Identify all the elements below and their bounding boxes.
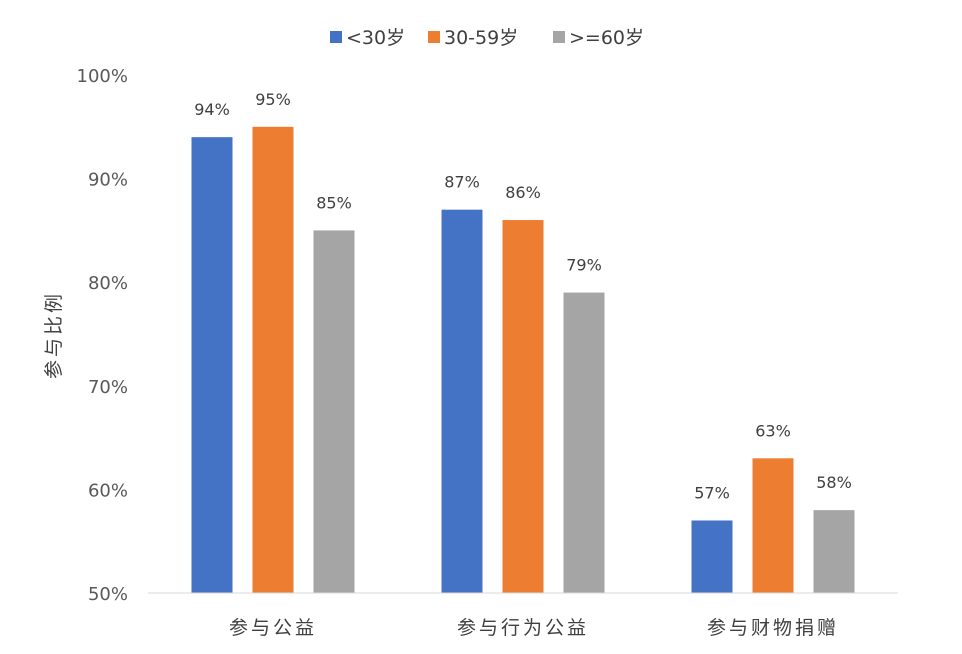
- y-tick-label: 50%: [88, 584, 128, 605]
- y-axis-label: 参与比例: [43, 291, 65, 379]
- y-tick-label: 60%: [88, 480, 128, 501]
- bar: [752, 458, 794, 593]
- bar: [691, 520, 733, 593]
- legend-swatch: [428, 31, 440, 43]
- y-axis: 50% 60% 70% 80% 90% 100%: [77, 66, 128, 605]
- data-label: 57%: [694, 483, 730, 502]
- data-label: 85%: [316, 193, 352, 212]
- data-label: 63%: [755, 421, 791, 440]
- data-label: 94%: [194, 100, 230, 119]
- legend: <30岁 30-59岁 >=60岁: [330, 27, 644, 49]
- bar: [252, 126, 294, 594]
- bars: [191, 126, 855, 594]
- bar: [563, 292, 605, 593]
- legend-label: 30-59岁: [444, 27, 518, 49]
- x-tick-label: 参与财物捐赠: [707, 617, 839, 639]
- x-tick-label: 参与公益: [229, 617, 317, 639]
- legend-swatch: [330, 31, 342, 43]
- y-tick-label: 90%: [88, 170, 128, 191]
- legend-label: <30岁: [346, 27, 405, 49]
- data-label: 86%: [505, 183, 541, 202]
- x-axis: 参与公益 参与行为公益 参与财物捐赠: [229, 617, 839, 639]
- y-tick-label: 80%: [88, 273, 128, 294]
- bar: [191, 137, 233, 593]
- bar: [441, 209, 483, 593]
- y-tick-label: 100%: [77, 66, 128, 87]
- data-labels: 94% 87% 57% 95% 86% 63% 85% 79% 58%: [194, 90, 852, 503]
- legend-swatch: [553, 31, 565, 43]
- legend-label: >=60岁: [569, 27, 644, 49]
- bar: [502, 220, 544, 594]
- x-tick-label: 参与行为公益: [457, 617, 589, 639]
- y-tick-label: 70%: [88, 377, 128, 398]
- bar: [813, 510, 855, 593]
- data-label: 58%: [816, 473, 852, 492]
- data-label: 79%: [566, 256, 602, 275]
- data-label: 87%: [444, 173, 480, 192]
- data-label: 95%: [255, 90, 291, 109]
- bar: [313, 230, 355, 593]
